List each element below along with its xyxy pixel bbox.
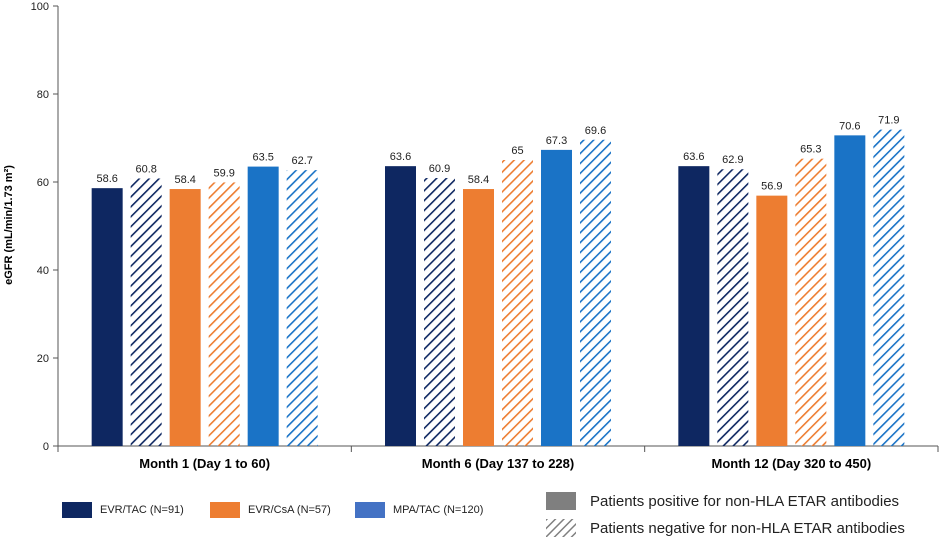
data-label: 59.9 (213, 167, 234, 179)
bar-mpa-tac-negative (873, 129, 905, 446)
bar-mpa-tac-positive (541, 149, 572, 446)
data-label: 70.6 (839, 120, 860, 132)
data-label: 63.5 (252, 152, 273, 164)
legend-label-negative: Patients negative for non-HLA ETAR antib… (590, 519, 905, 537)
bar-mpa-tac-negative (286, 170, 318, 446)
legend-swatch-evr-csa (210, 502, 240, 518)
bar-evr-csa-negative (502, 160, 533, 446)
bar-evr-tac-positive (678, 166, 710, 446)
data-label: 58.4 (468, 174, 489, 186)
bar-evr-tac-positive (91, 188, 123, 446)
legend-treatment-evr-csa: EVR/CsA (N=57) (210, 502, 331, 518)
bar-mpa-tac-positive (834, 135, 866, 447)
legend-label-evr-tac: EVR/TAC (N=91) (100, 504, 184, 516)
legend-swatch-negative (546, 519, 576, 537)
x-category-label: Month 6 (Day 137 to 228) (422, 456, 574, 471)
legend-label-mpa-tac: MPA/TAC (N=120) (393, 504, 484, 516)
legend-treatment-mpa-tac: MPA/TAC (N=120) (355, 502, 483, 518)
legend-treatment-evr-tac: EVR/TAC (N=91) (62, 502, 184, 518)
y-tick-label: 0 (43, 441, 49, 453)
data-label: 63.6 (683, 151, 704, 163)
egfr-bar-chart: 0 20 40 60 80 100 58.6 60.8 58.4 59.9 63.5 62.7 Mont… (3, 1, 939, 471)
x-category-label: Month 1 (Day 1 to 60) (139, 456, 270, 471)
bar-evr-csa-positive (169, 189, 201, 447)
bar-mpa-tac-negative (580, 139, 611, 446)
legend-swatch-positive (546, 492, 576, 510)
data-label: 58.4 (174, 174, 195, 186)
bar-evr-tac-negative (130, 178, 162, 447)
data-label: 62.9 (722, 154, 743, 166)
data-label: 65.3 (800, 144, 821, 156)
data-label: 56.9 (761, 181, 782, 193)
legend-status-positive: Patients positive for non-HLA ETAR antib… (546, 492, 899, 510)
data-label: 65 (511, 145, 523, 157)
bar-evr-csa-positive (756, 195, 788, 446)
legend-status-negative: Patients negative for non-HLA ETAR antib… (546, 519, 905, 537)
data-label: 60.8 (135, 163, 156, 175)
y-tick-label: 80 (37, 89, 49, 101)
data-label: 58.6 (96, 173, 117, 185)
bar-evr-tac-negative (717, 169, 749, 447)
data-label: 62.7 (291, 155, 312, 167)
y-tick-label: 60 (37, 177, 49, 189)
bar-evr-csa-negative (795, 158, 827, 446)
bar-evr-csa-positive (463, 189, 494, 447)
data-label: 63.6 (390, 151, 411, 163)
data-label: 71.9 (878, 115, 899, 127)
y-tick-label: 40 (37, 265, 49, 277)
data-label: 67.3 (546, 135, 567, 147)
legend-swatch-mpa-tac (355, 502, 385, 518)
x-category-label: Month 12 (Day 320 to 450) (712, 456, 872, 471)
bar-evr-csa-negative (208, 182, 240, 446)
data-label: 69.6 (585, 125, 606, 137)
legend-label-positive: Patients positive for non-HLA ETAR antib… (590, 492, 900, 510)
legend-swatch-evr-tac (62, 502, 92, 518)
y-tick-label: 100 (31, 1, 49, 13)
bar-evr-tac-positive (385, 166, 416, 446)
bar-mpa-tac-positive (247, 166, 279, 446)
y-axis-label: eGFR (mL/min/1.73 m²) (3, 165, 15, 285)
data-label: 60.9 (429, 163, 450, 175)
bar-evr-tac-negative (424, 178, 455, 447)
y-tick-label: 20 (37, 353, 49, 365)
legend-label-evr-csa: EVR/CsA (N=57) (248, 504, 331, 516)
